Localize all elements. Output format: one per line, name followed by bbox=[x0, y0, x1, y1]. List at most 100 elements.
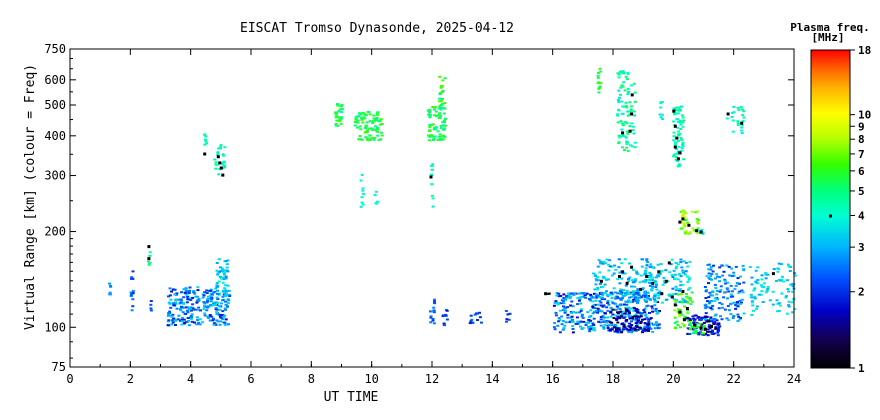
data-point bbox=[619, 315, 623, 318]
data-point bbox=[441, 314, 445, 317]
data-point bbox=[618, 271, 622, 274]
data-point bbox=[625, 122, 629, 125]
data-point bbox=[680, 266, 684, 269]
data-point bbox=[169, 306, 173, 309]
data-point bbox=[363, 114, 367, 117]
data-point bbox=[646, 328, 650, 331]
data-point bbox=[439, 137, 443, 140]
data-point bbox=[203, 291, 207, 294]
data-point bbox=[354, 118, 358, 121]
data-point bbox=[742, 312, 746, 315]
data-point bbox=[654, 300, 658, 303]
data-point bbox=[715, 275, 719, 278]
data-point bbox=[224, 289, 228, 292]
data-point bbox=[675, 118, 679, 121]
marker-point bbox=[672, 109, 676, 113]
data-point bbox=[181, 311, 185, 314]
data-point bbox=[679, 275, 683, 278]
data-point bbox=[335, 119, 339, 122]
data-point bbox=[183, 291, 187, 294]
data-point bbox=[597, 86, 601, 89]
data-point bbox=[226, 323, 230, 326]
data-point bbox=[222, 316, 226, 319]
data-point bbox=[787, 305, 791, 308]
data-point bbox=[431, 168, 434, 171]
data-point bbox=[620, 289, 624, 292]
data-point bbox=[215, 282, 219, 284]
data-point bbox=[615, 318, 619, 320]
data-point bbox=[657, 326, 661, 329]
data-point bbox=[579, 292, 583, 295]
data-point bbox=[340, 105, 344, 108]
data-point bbox=[226, 301, 230, 304]
data-point bbox=[676, 293, 680, 296]
data-point bbox=[649, 275, 652, 278]
data-point bbox=[130, 276, 134, 279]
data-point bbox=[627, 277, 631, 280]
data-point bbox=[168, 287, 172, 290]
data-point bbox=[559, 302, 563, 305]
data-point bbox=[707, 325, 711, 328]
data-point bbox=[506, 313, 510, 316]
data-point bbox=[623, 135, 627, 138]
data-point bbox=[684, 300, 688, 303]
data-point bbox=[691, 300, 694, 303]
data-point bbox=[190, 320, 194, 323]
data-point bbox=[722, 296, 726, 299]
data-point bbox=[708, 318, 712, 321]
data-point bbox=[672, 155, 676, 158]
data-point bbox=[131, 270, 135, 273]
data-point bbox=[633, 293, 637, 296]
data-point bbox=[433, 298, 436, 301]
data-point bbox=[621, 105, 625, 108]
data-point bbox=[597, 91, 601, 94]
data-point bbox=[705, 306, 708, 308]
data-point bbox=[683, 224, 687, 227]
data-point bbox=[335, 116, 339, 119]
data-point bbox=[432, 137, 436, 140]
data-point bbox=[183, 321, 187, 324]
data-point bbox=[656, 301, 659, 303]
data-point bbox=[643, 314, 647, 317]
data-point bbox=[732, 105, 736, 108]
data-point bbox=[646, 324, 650, 327]
data-point bbox=[788, 270, 792, 272]
data-point bbox=[428, 114, 432, 117]
data-point bbox=[569, 304, 573, 307]
data-point bbox=[718, 266, 722, 269]
data-point bbox=[730, 111, 734, 114]
data-point bbox=[650, 289, 654, 292]
data-point bbox=[742, 110, 746, 113]
data-point bbox=[673, 144, 677, 147]
data-point bbox=[218, 266, 222, 269]
data-point bbox=[631, 268, 635, 271]
data-point bbox=[360, 196, 364, 199]
marker-point bbox=[630, 112, 634, 116]
data-point bbox=[216, 273, 220, 276]
data-point bbox=[730, 302, 734, 305]
data-point bbox=[703, 286, 707, 288]
data-point bbox=[785, 279, 789, 282]
data-point bbox=[579, 308, 583, 311]
data-point bbox=[596, 265, 600, 268]
data-point bbox=[736, 305, 740, 308]
data-point bbox=[780, 263, 783, 266]
data-point bbox=[606, 324, 610, 327]
data-point bbox=[603, 324, 607, 326]
data-point bbox=[647, 318, 651, 321]
data-point bbox=[224, 284, 227, 287]
data-point bbox=[756, 279, 760, 281]
data-point bbox=[677, 130, 681, 133]
data-point bbox=[681, 121, 685, 124]
data-point bbox=[439, 104, 443, 106]
data-point bbox=[616, 114, 620, 117]
data-point bbox=[632, 82, 636, 85]
colorbar-tick-label: 9 bbox=[858, 120, 865, 133]
data-point bbox=[645, 316, 649, 319]
data-point bbox=[721, 306, 725, 309]
data-point bbox=[651, 310, 655, 313]
data-point bbox=[439, 127, 443, 129]
marker-point bbox=[657, 270, 661, 274]
data-point bbox=[597, 308, 601, 311]
data-point bbox=[721, 274, 725, 277]
